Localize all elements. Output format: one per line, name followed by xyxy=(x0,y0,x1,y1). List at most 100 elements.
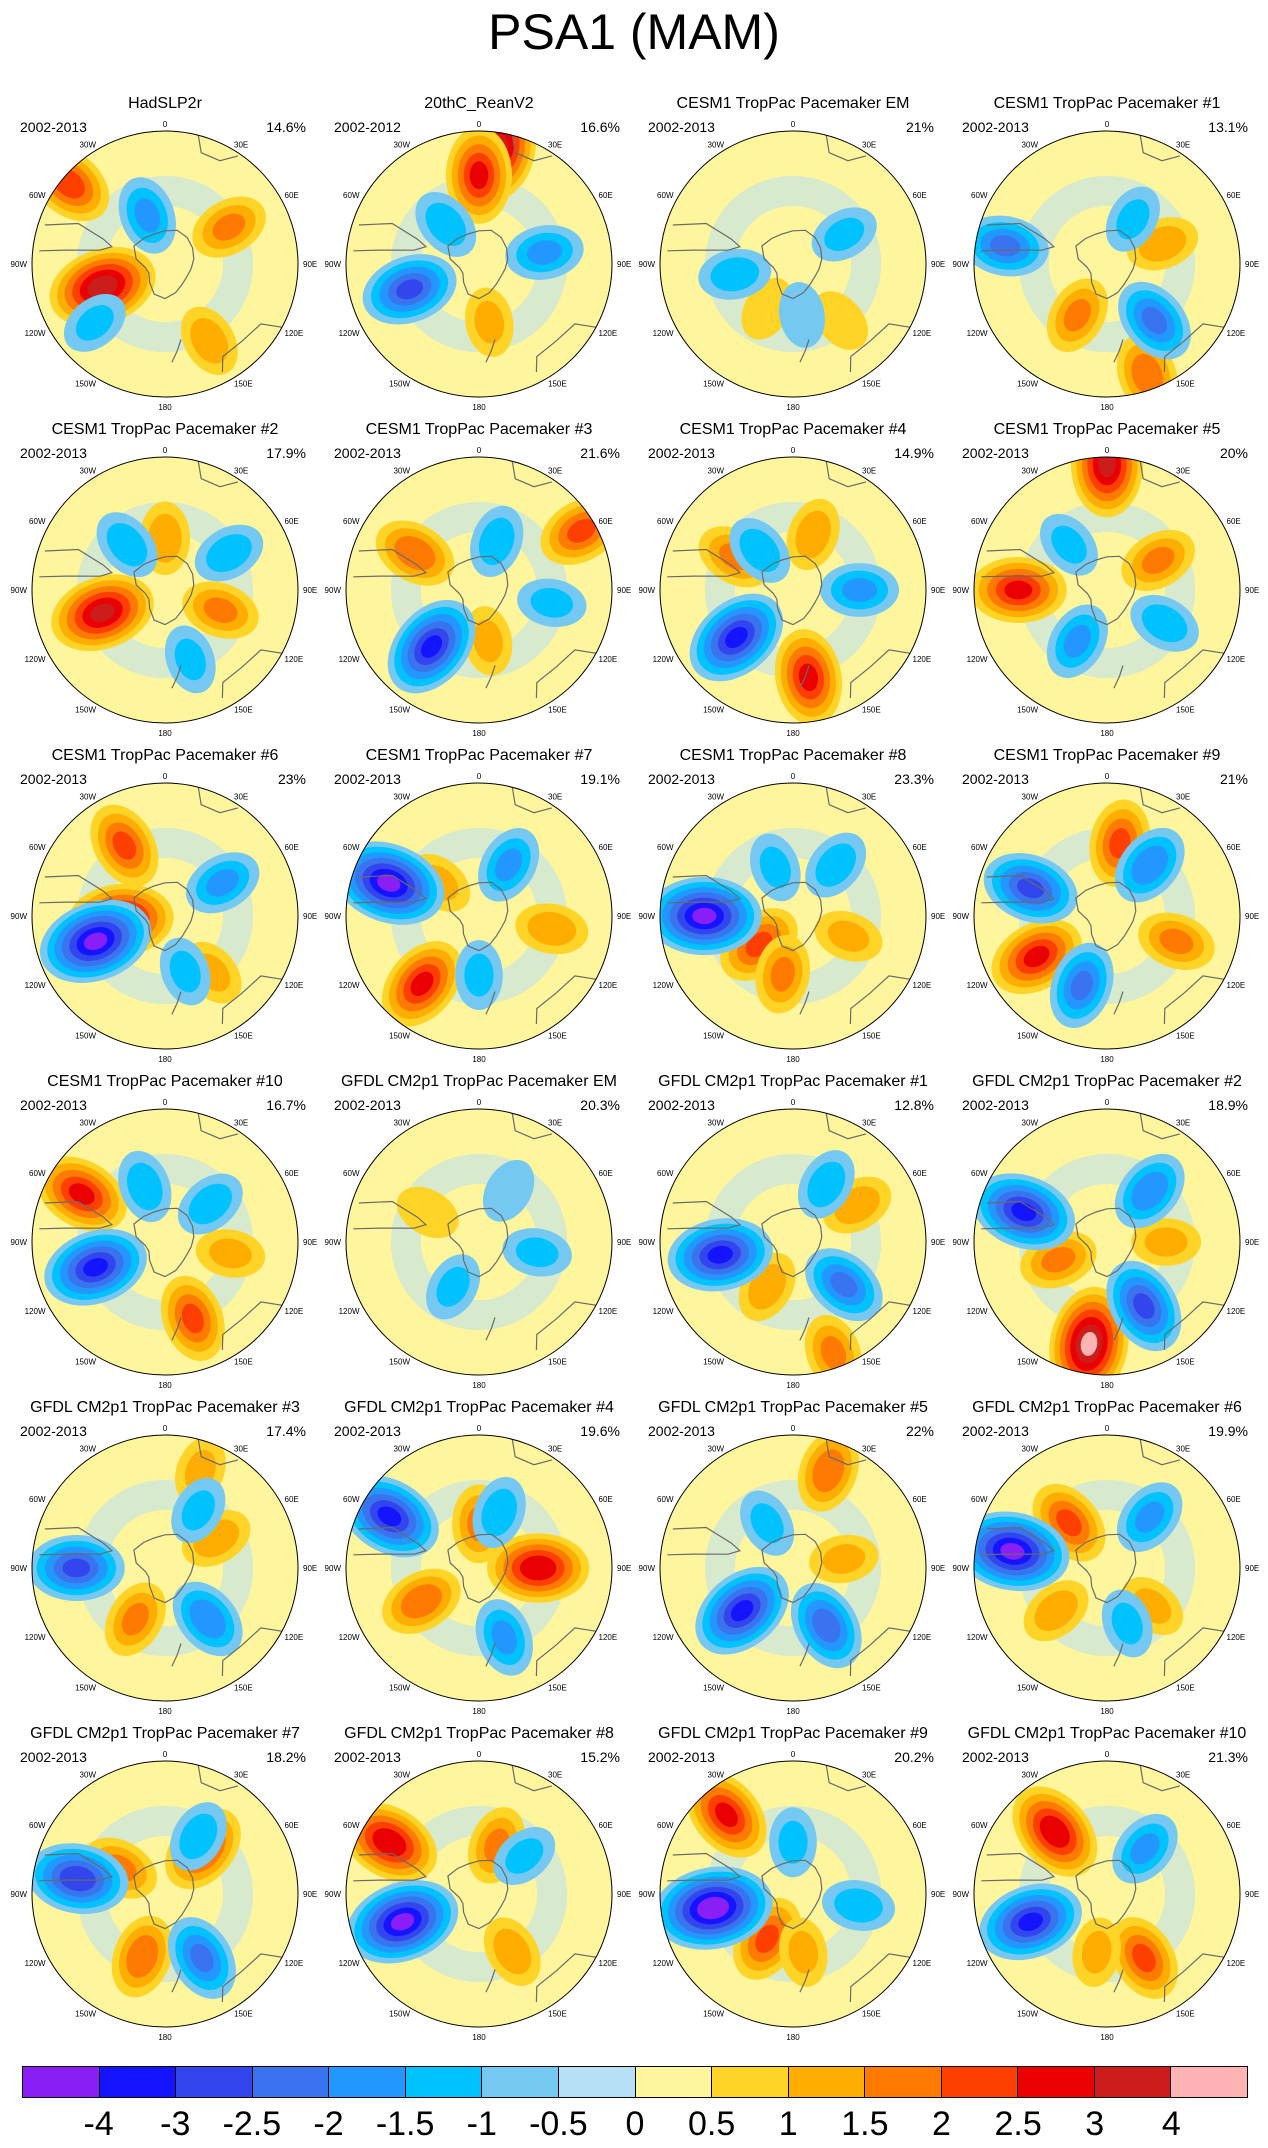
longitude-label: 30W xyxy=(1022,1771,1039,1780)
longitude-label: 120E xyxy=(285,981,304,990)
longitude-label: 120E xyxy=(913,1307,932,1316)
high-pressure-anomaly xyxy=(770,956,795,992)
high-pressure-anomaly xyxy=(527,911,577,946)
longitude-label: 0 xyxy=(477,446,482,455)
longitude-label: 0 xyxy=(1105,1424,1110,1433)
longitude-label: 150W xyxy=(75,1032,96,1041)
polar-map: 0 30E 60E 90E 120E 150E 180 150W 120W 90W 60W 30W xyxy=(325,1424,632,1716)
longitude-label: 90E xyxy=(931,912,945,921)
longitude-label: 90E xyxy=(617,912,631,921)
australia-coastline xyxy=(1163,1627,1227,1677)
panel-title: GFDL CM2p1 TropPac Pacemaker #9 xyxy=(658,1725,928,1742)
low-pressure-anomaly xyxy=(739,528,781,573)
new-zealand-coastline xyxy=(799,339,810,363)
panel-variance-percent: 18.9% xyxy=(1208,1097,1248,1113)
longitude-label: 0 xyxy=(1105,1750,1110,1759)
longitude-label: 30W xyxy=(1022,1119,1039,1128)
longitude-label: 30W xyxy=(80,793,97,802)
africa-coastline xyxy=(197,1110,239,1140)
longitude-label: 180 xyxy=(158,1381,172,1390)
low-pressure-anomaly xyxy=(188,1183,232,1225)
longitude-label: 90W xyxy=(11,1564,28,1573)
longitude-label: 180 xyxy=(158,1707,172,1716)
longitude-label: 150E xyxy=(1176,1032,1195,1041)
longitude-label: 30W xyxy=(708,793,725,802)
longitude-label: 0 xyxy=(477,1424,482,1433)
colorbar-tick-label: 0 xyxy=(625,2105,645,2143)
new-zealand-coastline xyxy=(1113,1643,1124,1667)
longitude-label: 90W xyxy=(953,260,970,269)
longitude-label: 120E xyxy=(1227,1307,1246,1316)
longitude-label: 60W xyxy=(657,191,674,200)
colorbar-tick-label: 1.5 xyxy=(841,2105,889,2143)
new-zealand-coastline xyxy=(485,665,496,689)
longitude-label: 30W xyxy=(708,1119,725,1128)
longitude-label: 0 xyxy=(163,446,168,455)
longitude-label: 180 xyxy=(472,1055,486,1064)
longitude-label: 150W xyxy=(1017,2010,1038,2019)
new-zealand-coastline xyxy=(1113,339,1124,363)
high-pressure-anomaly xyxy=(1063,298,1091,332)
colorbar: -4 -3 -2.5 -2 -1.5 -1 -0.5 0 0.5 1 1.5 2 2.5 3 4 xyxy=(22,2066,1248,2146)
high-pressure-anomaly xyxy=(203,597,238,623)
longitude-label: 30W xyxy=(1022,1445,1039,1454)
longitude-label: 60E xyxy=(599,517,613,526)
longitude-label: 120E xyxy=(599,1307,618,1316)
longitude-label: 180 xyxy=(158,2033,172,2042)
longitude-label: 90W xyxy=(325,260,342,269)
longitude-label: 0 xyxy=(791,1424,796,1433)
longitude-label: 150E xyxy=(1176,380,1195,389)
polar-map: 0 30E 60E 90E 120E 150E 180 150W 120W 90W 60W 30W xyxy=(11,1750,318,2042)
longitude-label: 30W xyxy=(80,1119,97,1128)
longitude-label: 90W xyxy=(11,260,28,269)
longitude-label: 90E xyxy=(1245,912,1259,921)
panel-variance-percent: 19.1% xyxy=(580,771,620,787)
longitude-label: 60E xyxy=(599,1821,613,1830)
australia-coastline xyxy=(535,1953,599,2003)
longitude-label: 60W xyxy=(971,517,988,526)
australia-coastline xyxy=(1163,649,1227,699)
polar-map: 0 30E 60E 90E 120E 150E 180 150W 120W 90W 60W 30W xyxy=(325,120,632,412)
longitude-label: 90E xyxy=(931,1890,945,1899)
longitude-label: 30E xyxy=(862,141,876,150)
longitude-label: 30E xyxy=(862,1119,876,1128)
antarctica-coastline xyxy=(133,1207,195,1278)
longitude-label: 60W xyxy=(343,1495,360,1504)
longitude-label: 60E xyxy=(913,1169,927,1178)
panel-variance-percent: 14.9% xyxy=(894,445,934,461)
longitude-label: 0 xyxy=(791,1750,796,1759)
longitude-label: 180 xyxy=(1100,1381,1114,1390)
high-pressure-anomaly xyxy=(1132,1943,1156,1973)
new-zealand-coastline xyxy=(1113,1969,1124,1993)
longitude-label: 180 xyxy=(786,1055,800,1064)
longitude-label: 120E xyxy=(1227,1959,1246,1968)
low-pressure-anomaly xyxy=(1135,1501,1165,1533)
map-panel: GFDL CM2p1 TropPac Pacemaker EM 2002-2013… xyxy=(322,1072,636,1398)
panel-period: 2002-2013 xyxy=(334,1749,401,1765)
map-border xyxy=(31,1760,299,2028)
longitude-label: 0 xyxy=(1105,446,1110,455)
longitude-label: 90W xyxy=(325,1890,342,1899)
low-pressure-anomaly xyxy=(710,257,760,292)
longitude-label: 90W xyxy=(953,1238,970,1247)
longitude-label: 150E xyxy=(234,2010,253,2019)
panel-title: GFDL CM2p1 TropPac Pacemaker #5 xyxy=(658,1399,928,1416)
colorbar-swatch xyxy=(941,2067,1019,2097)
longitude-label: 150W xyxy=(75,1358,96,1367)
low-pressure-anomaly xyxy=(190,1943,214,1973)
longitude-label: 120E xyxy=(599,655,618,664)
longitude-label: 60E xyxy=(913,191,927,200)
low-pressure-anomaly xyxy=(750,1503,784,1544)
longitude-label: 120E xyxy=(599,981,618,990)
longitude-label: 180 xyxy=(786,1707,800,1716)
longitude-label: 90E xyxy=(1245,1238,1259,1247)
longitude-label: 30W xyxy=(394,1119,411,1128)
longitude-label: 120W xyxy=(25,1959,46,1968)
panel-period: 2002-2013 xyxy=(962,445,1029,461)
panel-variance-percent: 19.9% xyxy=(1208,1423,1248,1439)
antarctica-coastline xyxy=(1075,1207,1137,1278)
new-zealand-coastline xyxy=(171,991,182,1015)
longitude-label: 90W xyxy=(11,586,28,595)
longitude-label: 60E xyxy=(599,1495,613,1504)
map-border xyxy=(31,456,299,724)
